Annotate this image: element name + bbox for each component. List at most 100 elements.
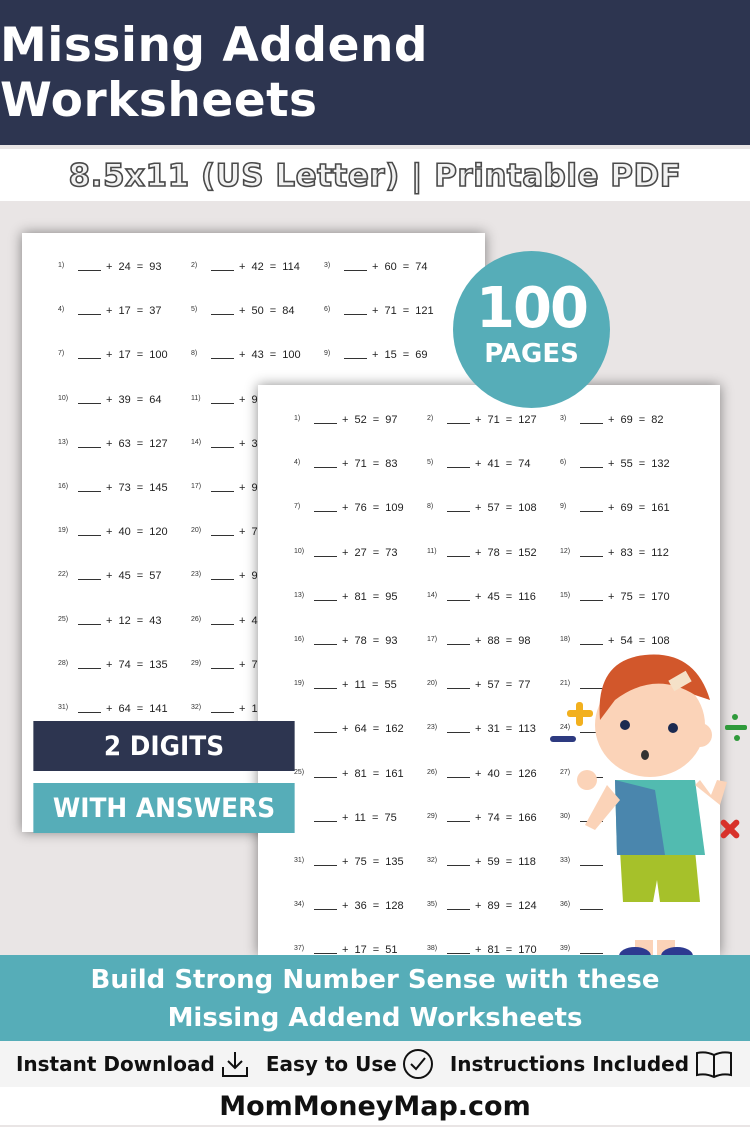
- equation: + 45 = 57: [106, 570, 162, 583]
- answer-blank: [580, 599, 603, 601]
- addend: 78: [487, 546, 500, 559]
- sum: 93: [385, 635, 398, 647]
- problem-number: 27): [560, 768, 571, 776]
- sum: 57: [149, 570, 162, 583]
- boy-illustration: [550, 654, 747, 965]
- sum: 74: [518, 458, 531, 471]
- features-row: Instant Download Easy to Use Instruction…: [0, 1041, 750, 1087]
- problem-number: 21): [560, 680, 571, 688]
- addend: 36: [354, 900, 367, 913]
- answer-blank: [314, 644, 337, 645]
- sum: 73: [385, 546, 398, 559]
- addend: 40: [487, 767, 500, 780]
- equation: + 64 = 141: [106, 703, 168, 715]
- answer-blank: [447, 688, 470, 690]
- sum: 170: [651, 590, 670, 603]
- answer-blank: [447, 820, 470, 822]
- feature-label: Instructions Included: [449, 1052, 690, 1076]
- problem-number: 37): [294, 945, 305, 953]
- addend: 71: [487, 414, 500, 426]
- equation: + 71 = 121: [372, 305, 434, 318]
- website-link[interactable]: MomMoneyMap.com: [219, 1091, 531, 1122]
- sum: 95: [385, 590, 398, 603]
- equation: + 57 = 77: [475, 679, 531, 692]
- addend: 54: [620, 635, 633, 647]
- addend: 7: [251, 658, 258, 671]
- problem-number: 13): [58, 438, 69, 446]
- answer-blank: [580, 423, 603, 424]
- addend: 17: [354, 944, 367, 955]
- equation: + 74 = 135: [106, 658, 168, 671]
- answer-blank: [78, 358, 101, 360]
- equation: + 89 = 124: [475, 900, 537, 913]
- equation: + 40 = 120: [106, 526, 168, 539]
- addend: 57: [487, 679, 500, 692]
- answer-blank: [78, 667, 101, 669]
- answer-blank: [314, 423, 337, 424]
- sum: 135: [149, 658, 168, 671]
- page-title: Missing Addend Worksheets: [0, 17, 429, 128]
- answer-blank: [447, 423, 470, 424]
- problem-number: 31): [58, 704, 69, 711]
- addend: 76: [354, 502, 367, 515]
- problem-number: 28): [58, 659, 69, 667]
- sum: 145: [149, 482, 168, 494]
- addend: 71: [384, 305, 397, 318]
- badge-count: 100: [476, 276, 589, 341]
- addend: 41: [487, 458, 500, 471]
- addend: 31: [487, 723, 500, 736]
- answer-blank: [580, 644, 603, 645]
- equation: + 7: [239, 658, 258, 671]
- equation: + 88 = 98: [475, 635, 531, 647]
- equation: + 41 = 74: [475, 458, 531, 471]
- equation: + 1: [239, 703, 258, 715]
- sum: 152: [518, 546, 537, 559]
- equation: + 74 = 166: [475, 811, 537, 824]
- sum: 74: [415, 261, 428, 273]
- addend: 71: [354, 458, 367, 471]
- answer-blank: [314, 909, 337, 911]
- multiply-symbol: [720, 819, 740, 839]
- answer-blank: [314, 688, 337, 690]
- equation: + 40 = 126: [475, 767, 537, 780]
- addend: 64: [354, 723, 367, 736]
- problem-number: 29): [191, 659, 202, 667]
- equation: + 11 = 75: [342, 811, 397, 824]
- answer-blank: [447, 511, 470, 513]
- sum: 121: [415, 305, 434, 318]
- problem-number: 33): [560, 857, 571, 864]
- addend: 9: [251, 482, 258, 494]
- badge-label: PAGES: [484, 339, 579, 369]
- sum: 43: [149, 614, 162, 627]
- answer-blank: [78, 579, 101, 581]
- sum: 124: [518, 900, 537, 913]
- answer-blank: [580, 511, 603, 513]
- sum: 55: [384, 679, 397, 692]
- sum: 100: [149, 349, 168, 362]
- problem-number: 20): [191, 527, 202, 535]
- problem-number: 25): [294, 768, 305, 776]
- sum: 132: [651, 458, 670, 471]
- addend: 75: [354, 856, 367, 868]
- answer-blank: [211, 270, 234, 271]
- answer-blank: [314, 732, 337, 734]
- addend: 55: [620, 458, 633, 471]
- problem-number: 3): [560, 415, 567, 422]
- problem-number: 6): [324, 306, 331, 314]
- problem-number: 12): [560, 547, 571, 555]
- equation: + 69 = 161: [608, 502, 670, 515]
- problem-number: 11): [427, 547, 437, 555]
- answer-blank: [78, 712, 101, 713]
- problem-number: 25): [58, 615, 69, 623]
- problem-number: 26): [427, 768, 438, 776]
- addend: 15: [384, 349, 397, 362]
- answer-blank: [447, 555, 470, 557]
- problem-number: 20): [427, 680, 438, 688]
- equation: + 69 = 82: [608, 414, 664, 426]
- problem-number: 34): [294, 901, 305, 909]
- addend: 11: [354, 811, 366, 824]
- equation: + 76 = 109: [342, 502, 404, 515]
- answer-blank: [314, 953, 337, 955]
- answer-blank: [314, 599, 337, 601]
- addend: 4: [251, 614, 258, 627]
